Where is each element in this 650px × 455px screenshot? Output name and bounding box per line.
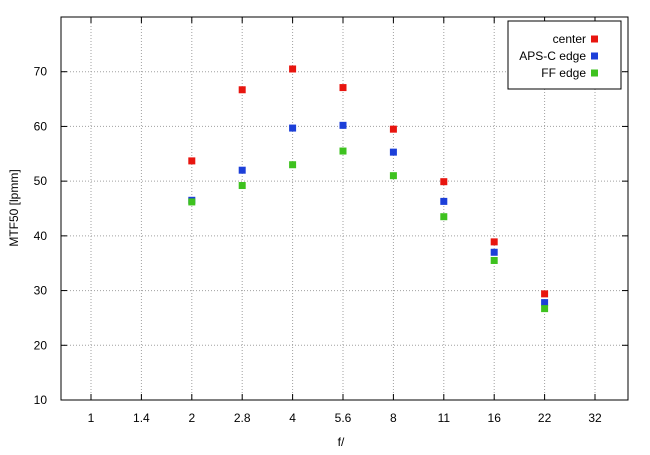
x-tick-label: 11 xyxy=(438,411,451,425)
x-tick-label: 1 xyxy=(88,411,95,425)
point-center xyxy=(490,238,498,246)
x-tick-label: 22 xyxy=(538,411,552,425)
y-tick-label: 40 xyxy=(34,229,48,243)
point-ff-edge xyxy=(238,182,246,190)
point-center xyxy=(238,86,246,94)
point-center xyxy=(188,157,196,165)
x-tick-label: 4 xyxy=(289,411,296,425)
x-tick-label: 2.8 xyxy=(234,411,251,425)
point-aps-c-edge xyxy=(289,124,297,132)
point-ff-edge xyxy=(490,256,498,264)
x-tick-label: 2 xyxy=(188,411,195,425)
point-center xyxy=(440,178,448,186)
y-tick-label: 50 xyxy=(34,174,48,188)
legend-label-center: center xyxy=(553,32,586,46)
point-ff-edge xyxy=(389,172,397,180)
point-center xyxy=(389,125,397,133)
x-tick-label: 5.6 xyxy=(335,411,352,425)
y-tick-label: 20 xyxy=(34,338,48,352)
y-tick-label: 30 xyxy=(34,284,48,298)
point-aps-c-edge xyxy=(238,166,246,174)
axis-ticks xyxy=(61,17,628,401)
point-ff-edge xyxy=(339,147,347,155)
legend-box xyxy=(507,20,622,90)
point-center xyxy=(289,65,297,73)
x-tick-label: 8 xyxy=(390,411,397,425)
point-ff-edge xyxy=(188,198,196,206)
legend-marker-center xyxy=(591,35,598,43)
y-tick-label: 10 xyxy=(34,393,48,407)
y-axis-label: MTF50 [lpmm] xyxy=(7,169,21,246)
legend-label-ff-edge: FF edge xyxy=(541,66,586,80)
x-tick-label: 1.4 xyxy=(133,411,150,425)
point-aps-c-edge xyxy=(541,299,549,307)
y-tick-label: 60 xyxy=(34,119,48,133)
point-aps-c-edge xyxy=(339,121,347,129)
legend: center APS-C edge FF edge xyxy=(507,20,622,90)
point-aps-c-edge xyxy=(440,197,448,205)
legend-label-aps-c-edge: APS-C edge xyxy=(519,49,586,63)
point-center xyxy=(541,290,549,298)
x-tick-label: 16 xyxy=(488,411,502,425)
y-tick-labels: 10 20 30 40 50 60 70 xyxy=(34,65,48,407)
point-ff-edge xyxy=(541,305,549,313)
x-axis-label: f/ xyxy=(338,435,345,449)
plot-frame xyxy=(60,16,629,401)
legend-marker-ff-edge xyxy=(591,69,598,77)
x-tick-labels: 1 1.4 2 2.8 4 5.6 8 11 16 22 32 xyxy=(88,411,602,425)
point-ff-edge xyxy=(440,213,448,221)
legend-marker-aps-c-edge xyxy=(591,52,598,60)
x-tick-label: 32 xyxy=(588,411,602,425)
point-center xyxy=(339,84,347,92)
point-ff-edge xyxy=(289,161,297,169)
y-tick-label: 70 xyxy=(34,65,48,79)
point-aps-c-edge xyxy=(490,248,498,256)
data-points xyxy=(188,65,549,313)
point-aps-c-edge xyxy=(389,148,397,156)
